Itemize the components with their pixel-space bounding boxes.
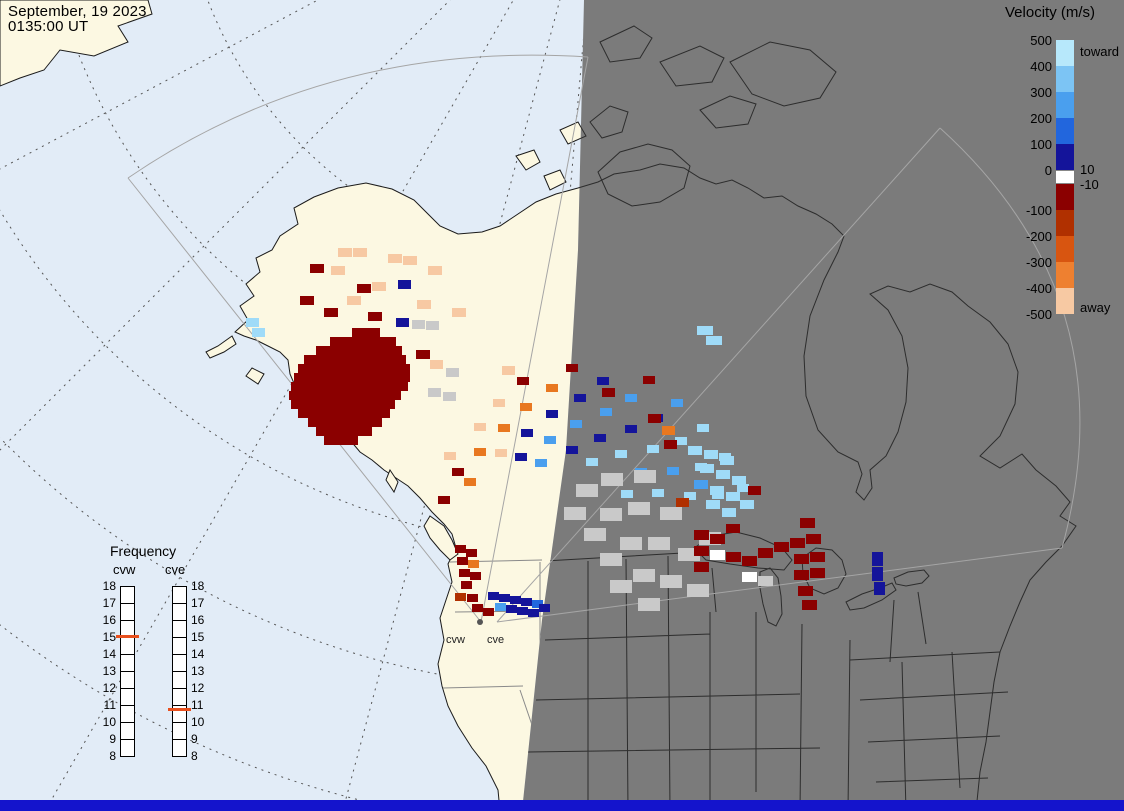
frequency-ladder-segment xyxy=(173,723,186,740)
frequency-ladder-segment xyxy=(173,672,186,689)
frequency-ladder-cvw xyxy=(120,586,135,757)
frequency-tick-label: 8 xyxy=(109,749,116,763)
toward-label: toward xyxy=(1080,44,1120,59)
frequency-ladder-segment xyxy=(173,706,186,723)
frequency-tick-label: 18 xyxy=(102,579,116,593)
frequency-tick-label: 11 xyxy=(191,698,204,712)
frequency-tick-label: 10 xyxy=(102,715,116,729)
frequency-ladder-segment xyxy=(121,723,134,740)
velocity-tick-label: -400 xyxy=(1025,281,1052,296)
velocity-tick-label: -100 xyxy=(1025,203,1052,218)
frequency-column-label: cve xyxy=(165,562,186,577)
minus-ten-label: -10 xyxy=(1080,177,1099,192)
frequency-ladder-segment xyxy=(173,604,186,621)
frequency-tick-label: 11 xyxy=(103,698,116,712)
velocity-tick-label: -300 xyxy=(1025,255,1052,270)
frequency-tick-label: 8 xyxy=(191,749,198,763)
frequency-ladder-segment xyxy=(173,638,186,655)
frequency-ladder-segment xyxy=(121,672,134,689)
frequency-tick-label: 13 xyxy=(102,664,116,678)
velocity-scale-segment xyxy=(1056,118,1074,144)
frequency-tick-label: 9 xyxy=(109,732,116,746)
frequency-ladder-segment xyxy=(121,655,134,672)
frequency-ladder-cve xyxy=(172,586,187,757)
frequency-marker-cve xyxy=(168,708,191,712)
frequency-marker-cvw xyxy=(116,635,139,638)
velocity-tick-label: 100 xyxy=(1030,137,1052,152)
frequency-ladder-segment xyxy=(173,655,186,672)
station-label-cve: cve xyxy=(487,634,505,646)
frequency-tick-label: 10 xyxy=(191,715,205,729)
velocity-color-bar xyxy=(1056,40,1074,314)
date-label: September, 19 2023 xyxy=(8,3,147,20)
frequency-tick-label: 17 xyxy=(102,596,116,610)
velocity-scale-segment xyxy=(1056,66,1074,92)
velocity-tick-label: -500 xyxy=(1025,307,1052,322)
velocity-scale-segment xyxy=(1056,210,1074,236)
frequency-tick-label: 14 xyxy=(102,647,116,661)
frequency-tick-label: 16 xyxy=(102,613,116,627)
velocity-tick-label: 300 xyxy=(1030,85,1052,100)
frequency-ladder-segment xyxy=(173,621,186,638)
velocity-scale-segment xyxy=(1056,236,1074,262)
frequency-tick-label: 18 xyxy=(191,579,205,593)
velocity-scale-segment xyxy=(1056,262,1074,288)
plus-ten-label: 10 xyxy=(1080,162,1095,177)
frequency-ladder-segment xyxy=(173,740,186,757)
radar-site-marker xyxy=(477,619,483,625)
frequency-legend-title: Frequency xyxy=(110,543,177,559)
frequency-ladder-segment xyxy=(121,689,134,706)
frequency-tick-label: 12 xyxy=(191,681,205,695)
velocity-tick-label: 500 xyxy=(1030,33,1052,48)
frequency-ladder-segment xyxy=(121,587,134,604)
time-label: 0135:00 UT xyxy=(8,18,89,35)
frequency-tick-label: 17 xyxy=(191,596,205,610)
velocity-tick-label: 0 xyxy=(1044,163,1052,178)
velocity-scale-segment xyxy=(1056,170,1074,184)
frequency-column-label: cvw xyxy=(113,562,136,577)
velocity-legend-title: Velocity (m/s) xyxy=(1005,4,1096,21)
frequency-tick-label: 12 xyxy=(102,681,116,695)
velocity-scale-segment xyxy=(1056,144,1074,170)
frequency-tick-label: 14 xyxy=(191,647,205,661)
velocity-scale-segment xyxy=(1056,184,1074,210)
velocity-scale-segment xyxy=(1056,288,1074,314)
velocity-tick-label: 200 xyxy=(1030,111,1052,126)
frequency-ladder-segment xyxy=(121,706,134,723)
bottom-blue-bar xyxy=(0,800,1124,811)
away-label: away xyxy=(1080,300,1111,315)
frequency-ladder-segment xyxy=(173,689,186,706)
frequency-ladder-segment xyxy=(173,587,186,604)
frequency-tick-label: 16 xyxy=(191,613,205,627)
velocity-scale-segment xyxy=(1056,92,1074,118)
station-label-cvw: cvw xyxy=(446,634,465,646)
velocity-tick-label: -200 xyxy=(1025,229,1052,244)
frequency-tick-label: 15 xyxy=(102,630,116,644)
frequency-tick-label: 9 xyxy=(191,732,198,746)
frequency-ladder-segment xyxy=(121,638,134,655)
frequency-ladder-segment xyxy=(121,740,134,757)
frequency-tick-label: 13 xyxy=(191,664,205,678)
frequency-tick-label: 15 xyxy=(191,630,205,644)
frequency-ladder-segment xyxy=(121,604,134,621)
velocity-scale-segment xyxy=(1056,40,1074,66)
velocity-tick-label: 400 xyxy=(1030,59,1052,74)
